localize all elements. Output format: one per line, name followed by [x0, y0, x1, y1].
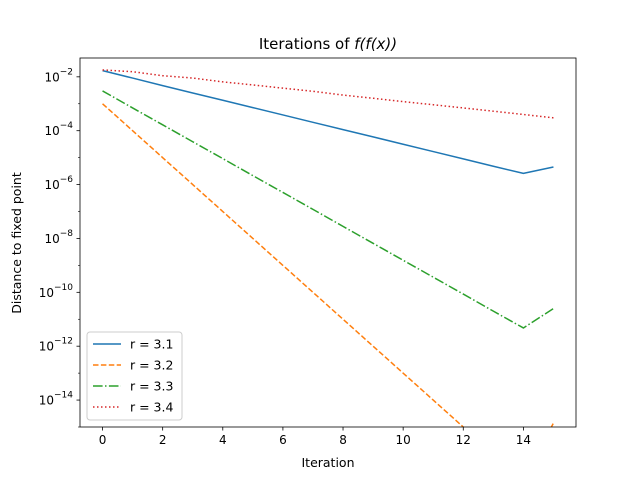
y-tick-label: 10−2 — [44, 67, 73, 84]
x-tick-label: 8 — [339, 433, 347, 447]
legend-box — [86, 331, 183, 421]
x-axis-label: Iteration — [301, 455, 354, 470]
y-tick-exponent: −6 — [60, 175, 74, 185]
y-tick-base: 10 — [44, 232, 59, 246]
series-line-1 — [102, 69, 554, 175]
series-line-2 — [102, 103, 555, 427]
chart-title-math: f(f(x)) — [354, 35, 397, 53]
series-line-4 — [102, 69, 554, 119]
x-tick-label: 2 — [159, 433, 167, 447]
y-tick-label: 10−6 — [44, 175, 73, 192]
y-tick-exponent: −2 — [60, 67, 73, 77]
x-tick-label: 0 — [99, 433, 107, 447]
legend-label-2: r = 3.2 — [130, 358, 173, 373]
legend-label-3: r = 3.3 — [130, 379, 173, 394]
axes-frame — [79, 57, 577, 428]
legend-label-1: r = 3.1 — [130, 337, 173, 352]
y-tick-label: 10−14 — [39, 391, 74, 408]
y-tick-label: 10−4 — [44, 121, 73, 138]
y-tick-base: 10 — [39, 340, 54, 354]
x-tick-label: 4 — [219, 433, 227, 447]
y-tick-label: 10−8 — [44, 229, 73, 246]
y-tick-base: 10 — [39, 394, 54, 408]
chart-title-prefix: Iterations of — [259, 35, 354, 53]
y-axis-label: Distance to fixed point — [9, 172, 24, 314]
y-tick-exponent: −4 — [60, 121, 74, 131]
y-tick-base: 10 — [39, 286, 54, 300]
series-line-3 — [102, 90, 554, 329]
x-tick-label: 14 — [516, 433, 531, 447]
plot-area: 0 2 4 6 8 10 12 1410−210−410−610−810−1010−1210−… — [39, 57, 577, 447]
x-tick-label: 12 — [456, 433, 471, 447]
y-tick-exponent: −10 — [54, 283, 73, 293]
chart-title: Iterations of f(f(x)) — [259, 35, 397, 53]
y-tick-exponent: −8 — [60, 229, 74, 239]
y-tick-base: 10 — [44, 70, 59, 84]
y-tick-base: 10 — [44, 178, 59, 192]
x-tick-label: 6 — [279, 433, 287, 447]
y-tick-base: 10 — [44, 124, 59, 138]
y-tick-label: 10−10 — [39, 283, 74, 300]
y-tick-exponent: −14 — [54, 391, 73, 401]
y-tick-exponent: −12 — [54, 337, 73, 347]
y-tick-label: 10−12 — [39, 337, 73, 354]
x-tick-label: 10 — [396, 433, 411, 447]
legend-label-4: r = 3.4 — [130, 400, 173, 415]
